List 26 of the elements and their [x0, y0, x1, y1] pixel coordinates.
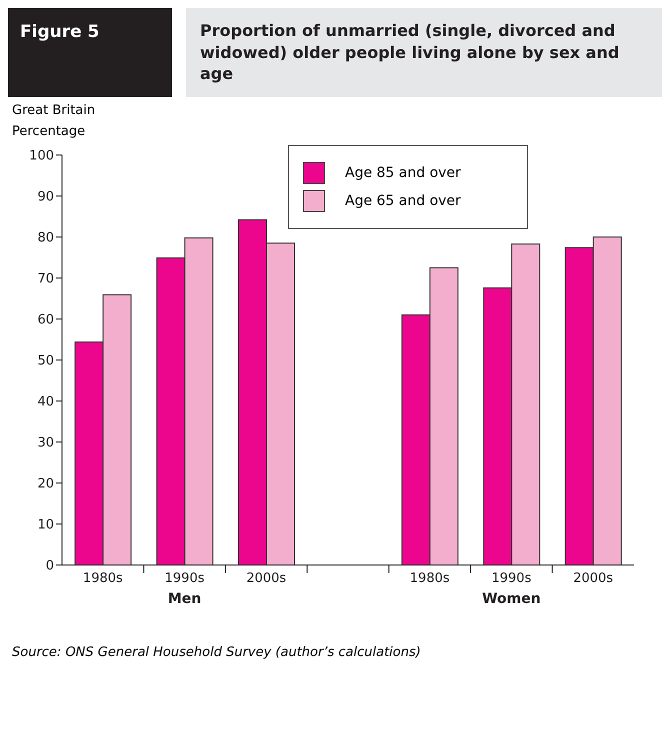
- x-tick-label: 2000s: [573, 571, 614, 586]
- y-tick-label: 50: [37, 353, 54, 368]
- y-tick-label: 40: [37, 394, 54, 410]
- x-tick-label: 1990s: [492, 571, 532, 586]
- x-tick-label: 1990s: [164, 571, 205, 586]
- chart-title: Figure 5: [8, 8, 172, 97]
- y-tick-label: 20: [37, 476, 54, 492]
- source-note: Source: ONS General Household Survey (author’s calculations): [12, 644, 422, 660]
- legend-label: Age 85 and over: [345, 164, 461, 181]
- x-tick-label: 2000s: [246, 571, 286, 586]
- y-tick-label: 60: [37, 312, 54, 328]
- y-tick-label: 0: [46, 558, 54, 574]
- x-tick-label: 1980s: [410, 571, 450, 586]
- y-tick-label: 30: [37, 435, 54, 450]
- text: Women: [482, 590, 541, 607]
- y-tick-label: 90: [37, 189, 54, 204]
- y-axis-title: Percentage: [12, 124, 86, 139]
- chart-subtitle: Proportion of unmarried (single, divorced and widowed) older people living alone by sex and age: [186, 8, 662, 97]
- y-tick-label: 80: [37, 230, 54, 246]
- text: Men: [168, 590, 202, 607]
- text: Great Britain: [12, 102, 96, 118]
- y-tick-label: 10: [37, 517, 54, 532]
- y-tick-label: 70: [37, 271, 54, 286]
- y-tick-label: 100: [29, 148, 54, 164]
- x-tick-label: 1980s: [82, 571, 124, 586]
- legend-label: Age 65 and over: [345, 192, 461, 209]
